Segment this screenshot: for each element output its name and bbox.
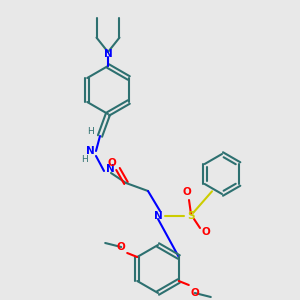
Text: N: N (106, 164, 114, 174)
Text: N: N (154, 211, 162, 221)
Text: O: O (183, 187, 191, 197)
Text: O: O (190, 288, 199, 298)
Text: N: N (85, 146, 94, 156)
Text: O: O (202, 227, 210, 237)
Text: O: O (108, 158, 116, 168)
Text: O: O (117, 242, 126, 252)
Text: S: S (187, 211, 195, 221)
Text: H: H (81, 154, 87, 164)
Text: H: H (88, 127, 94, 136)
Text: N: N (103, 49, 112, 59)
